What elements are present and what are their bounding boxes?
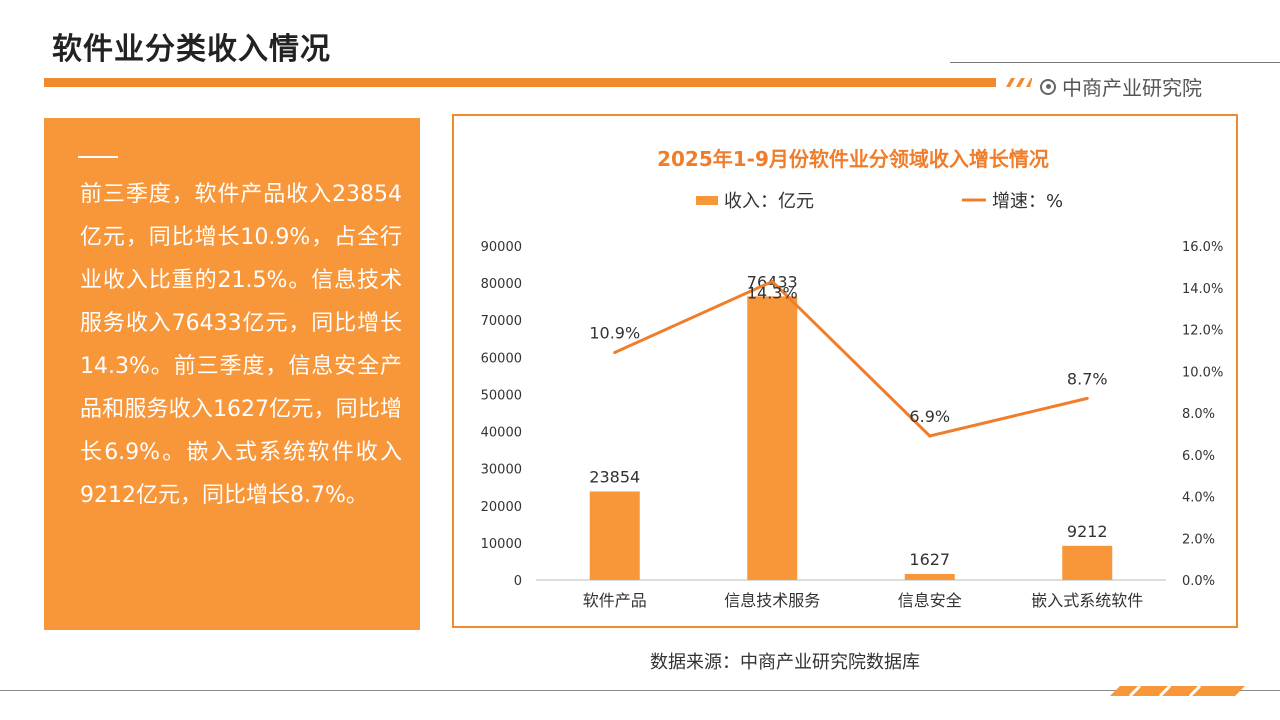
growth-point	[613, 350, 617, 354]
y-right-tick-label: 4.0%	[1182, 491, 1215, 506]
x-tick-label: 信息技术服务	[724, 591, 820, 610]
bar	[589, 491, 640, 580]
growth-value-label: 8.7%	[1067, 369, 1108, 388]
accent-stripes	[1006, 78, 1032, 87]
y-right-tick-label: 14.0%	[1182, 282, 1223, 297]
growth-point	[1085, 396, 1089, 400]
y-left-tick-label: 30000	[481, 463, 522, 478]
y-left-tick-label: 0	[514, 574, 522, 589]
bottom-accent-stripes	[1110, 684, 1245, 696]
title-accent-bar	[44, 78, 996, 87]
top-divider	[950, 62, 1280, 63]
y-left-tick-label: 70000	[481, 314, 522, 329]
bar-value-label: 23854	[589, 467, 640, 486]
bottom-divider	[0, 690, 1280, 691]
y-right-tick-label: 0.0%	[1182, 574, 1215, 589]
summary-panel: 前三季度，软件产品收入23854亿元，同比增长10.9%，占全行业收入比重的21…	[44, 118, 420, 630]
y-right-tick-label: 12.0%	[1182, 324, 1223, 339]
chart-title: 2025年1-9月份软件业分领域收入增长情况	[657, 147, 1049, 171]
chart-frame: 2025年1-9月份软件业分领域收入增长情况收入：亿元 增速：% 0 10000 200…	[452, 114, 1238, 628]
growth-line	[614, 279, 1088, 438]
bar-value-label: 9212	[1067, 522, 1108, 541]
y-right-tick-label: 2.0%	[1182, 532, 1215, 547]
y-right-tick-label: 10.0%	[1182, 365, 1223, 380]
y-right-tick-label: 6.0%	[1182, 449, 1215, 464]
legend-bar-swatch	[696, 196, 718, 205]
growth-value-label: 6.9%	[909, 407, 950, 426]
brand-logo-icon	[1040, 78, 1056, 95]
legend-line-label: 增速：%	[992, 191, 1063, 212]
brand-name: 中商产业研究院	[1062, 76, 1202, 100]
growth-point	[928, 434, 932, 438]
bar	[904, 573, 955, 580]
y-left-tick-label: 60000	[481, 351, 522, 366]
x-tick-label: 信息安全	[898, 591, 962, 610]
bar	[1062, 545, 1113, 580]
x-tick-label: 软件产品	[583, 591, 647, 610]
y-right-tick-label: 8.0%	[1182, 407, 1215, 422]
summary-text: 前三季度，软件产品收入23854亿元，同比增长10.9%，占全行业收入比重的21…	[80, 182, 402, 508]
y-left-tick-label: 40000	[481, 426, 522, 441]
y-left-tick-label: 10000	[481, 537, 522, 552]
data-source: 数据来源：中商产业研究院数据库	[650, 652, 920, 673]
y-left-tick-label: 90000	[481, 240, 522, 255]
brand: 中商产业研究院	[1040, 72, 1202, 101]
page-title: 软件业分类收入情况	[52, 32, 331, 67]
panel-dash	[78, 156, 118, 158]
growth-value-label: 10.9%	[589, 323, 640, 342]
legend-bar-label: 收入：亿元	[724, 191, 814, 212]
growth-value-label: 14.3%	[747, 283, 798, 302]
y-left-tick-label: 20000	[481, 500, 522, 515]
y-left-tick-label: 50000	[481, 388, 522, 403]
x-tick-label: 嵌入式系统软件	[1031, 591, 1143, 610]
y-left-tick-label: 80000	[481, 277, 522, 292]
growth-point	[770, 279, 774, 283]
bar-value-label: 1627	[909, 550, 950, 569]
y-right-tick-label: 16.0%	[1182, 240, 1223, 255]
bar	[747, 296, 798, 580]
